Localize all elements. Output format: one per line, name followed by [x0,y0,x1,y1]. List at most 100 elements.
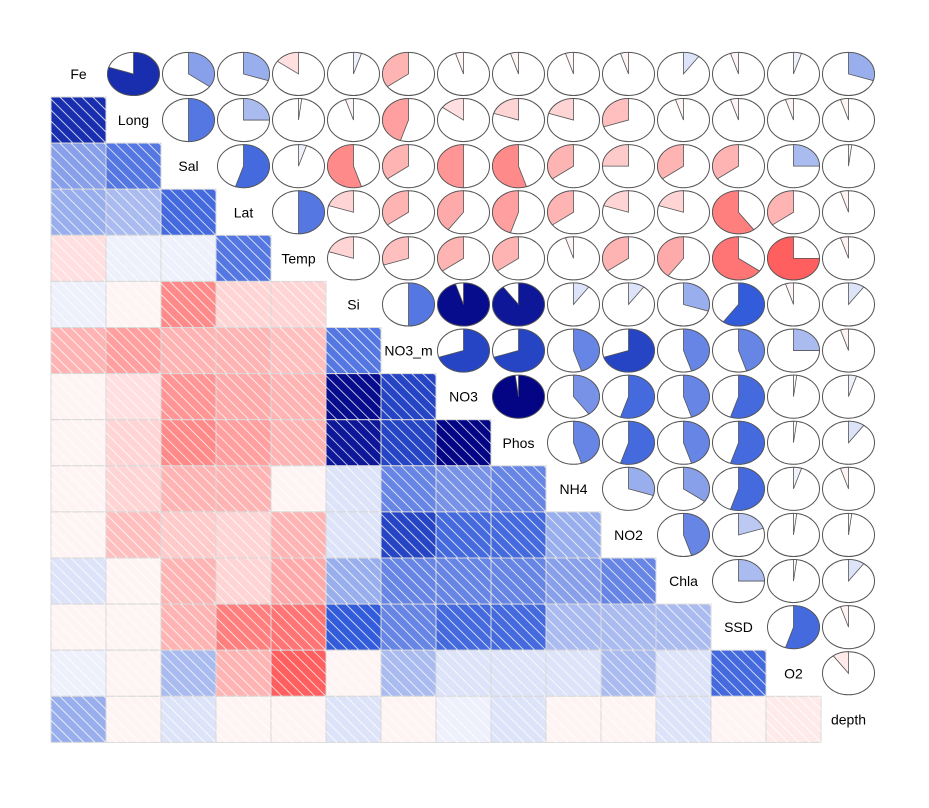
label-temp: Temp [281,250,315,266]
shade-cell-O2-Chla [655,649,712,697]
pie-cell-Fe-Temp [272,51,325,96]
pie-cell-NO3-Chla [657,374,710,419]
label-sal: Sal [178,158,198,174]
pie-cell-Lat-SSD [712,190,765,235]
shade-cell-NH4-Temp [270,465,327,513]
shade-cell-depth-Long [105,695,162,743]
pie-cell-NO3-depth [822,374,875,419]
shade-cell-SSD-NH4 [545,603,602,651]
pie-cell-NO2-O2 [767,512,820,558]
pie-cell-O2-depth [822,651,875,696]
pie-cell-NO3-SSD [712,374,765,419]
pie-cell-Lat-depth [822,190,875,235]
shade-cell-depth-Fe [50,695,107,743]
pie-cell-Fe-NO3_m [382,51,435,96]
shade-cell-depth-NO3 [435,695,492,743]
shade-cell-NO2-NO3_m [380,511,437,559]
shade-cell-Si-Temp [270,280,327,328]
pie-cell-Temp-Phos [492,236,545,281]
pie-cell-SSD-depth [822,605,875,650]
pie-cell-NO3_m-O2 [767,328,820,373]
pie-cell-NO3-O2 [767,374,820,419]
shade-cell-NO3-Si [325,373,382,421]
shade-cell-NO3-Fe [50,373,107,421]
shade-cell-Temp-Lat [215,234,272,282]
pie-cell-Si-O2 [767,282,820,327]
shade-cell-NO2-Fe [50,511,107,559]
shade-cell-SSD-Temp [270,603,327,651]
shade-cell-NO2-Temp [270,511,327,559]
pie-cell-SSD-O2 [767,605,820,650]
shade-cell-NO2-Sal [160,511,217,559]
pie-cell-Fe-NO3 [437,51,490,96]
shade-cell-NO3-Lat [215,373,272,421]
pie-cell-NO3-Phos [492,374,545,419]
shade-cell-NO3_m-Fe [50,327,107,375]
shade-cell-Si-Fe [50,280,107,328]
shade-cell-O2-SSD [710,649,767,697]
shade-cell-depth-NH4 [545,695,602,743]
shade-cell-Si-Long [105,280,162,328]
pie-cell-Chla-O2 [767,559,820,604]
shade-cell-SSD-Sal [160,603,217,651]
pie-cell-NO2-SSD [712,512,765,558]
pie-cell-Fe-Phos [492,51,545,96]
shade-cell-SSD-NO3_m [380,603,437,651]
pie-cell-Fe-NH4 [547,51,600,96]
shade-cell-O2-NO3_m [380,649,437,697]
pie-cell-Sal-depth [822,144,875,189]
pie-cell-Si-Phos [492,282,545,327]
pie-cell-Phos-depth [822,420,875,465]
label-chla: Chla [669,573,698,589]
shade-cell-NO2-Phos [490,511,547,559]
shade-cell-NO3_m-Lat [215,327,272,375]
pie-cell-Temp-O2 [767,236,820,281]
pie-cell-Fe-Chla [657,51,710,96]
shade-cell-SSD-Chla [655,603,712,651]
shade-cell-NO3_m-Temp [270,327,327,375]
shade-cell-O2-NO3 [435,649,492,697]
pie-cell-Phos-Chla [657,420,710,465]
pie-cell-Si-NH4 [547,282,600,327]
pie-cell-Long-NO3 [437,98,490,143]
pie-cell-NO3_m-Phos [492,328,545,373]
shade-cell-NH4-Lat [215,465,272,513]
shade-cell-Lat-Fe [50,188,107,236]
pie-cell-Lat-Phos [492,190,545,235]
shade-cell-O2-Lat [215,649,272,697]
pie-cell-Lat-NO2 [602,190,655,235]
shade-cell-depth-Sal [160,695,217,743]
label-no3: NO3 [449,389,478,405]
pie-cell-Long-Chla [657,98,710,143]
shade-cell-Chla-Fe [50,557,107,605]
shade-cell-depth-Chla [655,695,712,743]
shade-cell-Chla-NO3 [435,557,492,605]
shade-cell-depth-NO3_m [380,695,437,743]
shade-cell-Chla-Si [325,557,382,605]
pie-cell-Sal-O2 [767,144,820,189]
pie-cell-NH4-SSD [712,466,765,511]
shade-cell-NH4-NO3_m [380,465,437,513]
pie-cell-Sal-NO3_m [382,144,435,189]
label-o2: O2 [784,665,803,681]
shade-cell-SSD-Fe [50,603,107,651]
shade-cell-depth-Phos [490,695,547,743]
pie-cell-NO3_m-NH4 [547,328,600,373]
shade-cell-NO3_m-Sal [160,327,217,375]
pie-cell-Si-Chla [657,282,710,327]
label-fe: Fe [70,66,87,82]
shade-cell-NO3_m-Si [325,327,382,375]
pie-cell-Long-O2 [767,98,820,143]
pie-cell-Temp-NO2 [602,236,655,281]
pie-cell-Temp-Si [327,236,380,281]
pie-cell-Long-NH4 [547,98,600,143]
shade-cell-Temp-Sal [160,234,217,282]
pie-cell-Fe-depth [822,51,875,96]
shade-cell-Chla-Temp [270,557,327,605]
pie-cell-Fe-Sal [162,51,215,96]
pie-cell-Long-Phos [492,98,545,143]
shade-cell-Si-Sal [160,280,217,328]
label-long: Long [118,112,149,128]
pie-cell-Temp-SSD [712,236,765,281]
